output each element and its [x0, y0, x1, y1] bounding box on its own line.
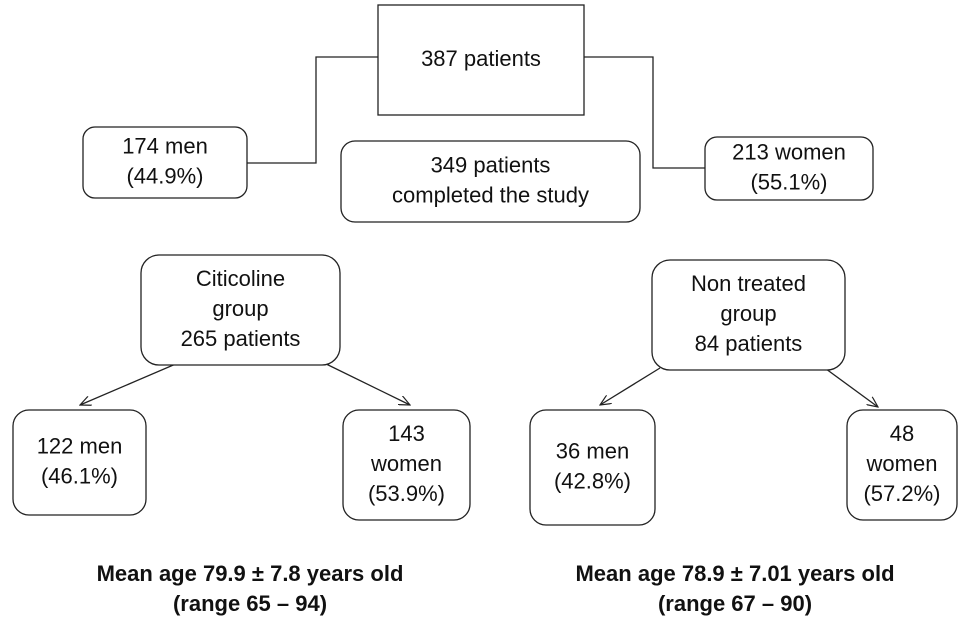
node-label: 48 [890, 421, 914, 446]
node-box [82, 126, 248, 199]
node-box [529, 409, 656, 526]
node-label: group [720, 301, 776, 326]
connector [584, 56, 705, 169]
node-label: (53.9%) [368, 481, 445, 506]
node-label: (42.8%) [554, 468, 631, 493]
arrow [821, 365, 878, 407]
node-label: 84 patients [695, 331, 803, 356]
node-box [12, 409, 147, 516]
node-label: Citicoline [196, 266, 285, 291]
connector [247, 56, 378, 164]
caption: Mean age 79.9 ± 7.8 years old [97, 561, 404, 586]
node-label: 143 [388, 421, 425, 446]
node-box [342, 409, 471, 521]
node-label: women [370, 451, 442, 476]
node-label: 213 women [732, 139, 846, 164]
node-label: (44.9%) [126, 163, 203, 188]
node-label: 174 men [122, 133, 208, 158]
node-box [704, 136, 874, 201]
arrow [600, 367, 661, 405]
node-label: Non treated [691, 271, 806, 296]
caption: (range 65 – 94) [173, 591, 327, 616]
node-label: 36 men [556, 438, 629, 463]
node-label: 122 men [37, 433, 123, 458]
node-box [651, 259, 846, 371]
node-label: women [866, 451, 938, 476]
caption: (range 67 – 90) [658, 591, 812, 616]
node-box [846, 409, 958, 521]
node-label: completed the study [392, 182, 589, 207]
node-box [140, 254, 341, 366]
arrow [317, 359, 410, 405]
node-label: (57.2%) [863, 481, 940, 506]
node-label: 349 patients [431, 152, 551, 177]
node-label: (55.1%) [750, 169, 827, 194]
node-label: group [212, 296, 268, 321]
caption: Mean age 78.9 ± 7.01 years old [575, 561, 894, 586]
node-label: 265 patients [181, 326, 301, 351]
node-label: (46.1%) [41, 463, 118, 488]
node-label: 387 patients [421, 46, 541, 71]
arrow [80, 359, 186, 405]
node-box [340, 140, 641, 223]
node-box [377, 4, 585, 116]
